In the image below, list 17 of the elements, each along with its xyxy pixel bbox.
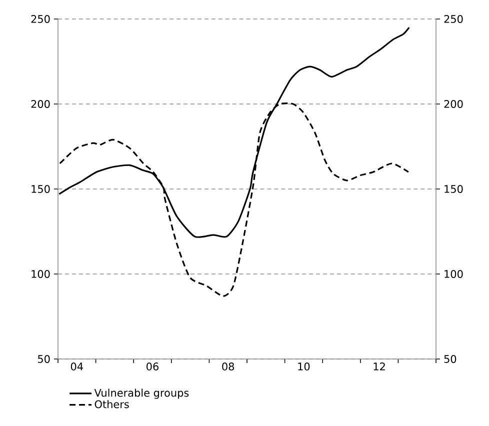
x-tick-label: 10 xyxy=(298,362,310,370)
y2-tick-label: 100 xyxy=(444,270,463,278)
legend-label: Others xyxy=(94,400,129,408)
y-tick-label: 200 xyxy=(31,100,50,108)
x-tick-label: 04 xyxy=(70,362,83,370)
legend-label: Vulnerable groups xyxy=(94,388,189,399)
y2-tick-label: 50 xyxy=(444,355,456,363)
y2-tick-label: 200 xyxy=(444,100,463,108)
y-tick-label: 100 xyxy=(32,270,50,278)
x-tick-label: 06 xyxy=(146,362,158,370)
x-tick-label: 08 xyxy=(222,362,234,370)
y-tick-label: 50 xyxy=(38,355,50,363)
y-tick-label: 250 xyxy=(31,15,50,23)
y2-tick-label: 250 xyxy=(444,15,463,23)
y-tick-label: 150 xyxy=(32,185,50,193)
x-tick-label: 12 xyxy=(374,362,385,370)
y2-tick-label: 150 xyxy=(444,185,463,193)
